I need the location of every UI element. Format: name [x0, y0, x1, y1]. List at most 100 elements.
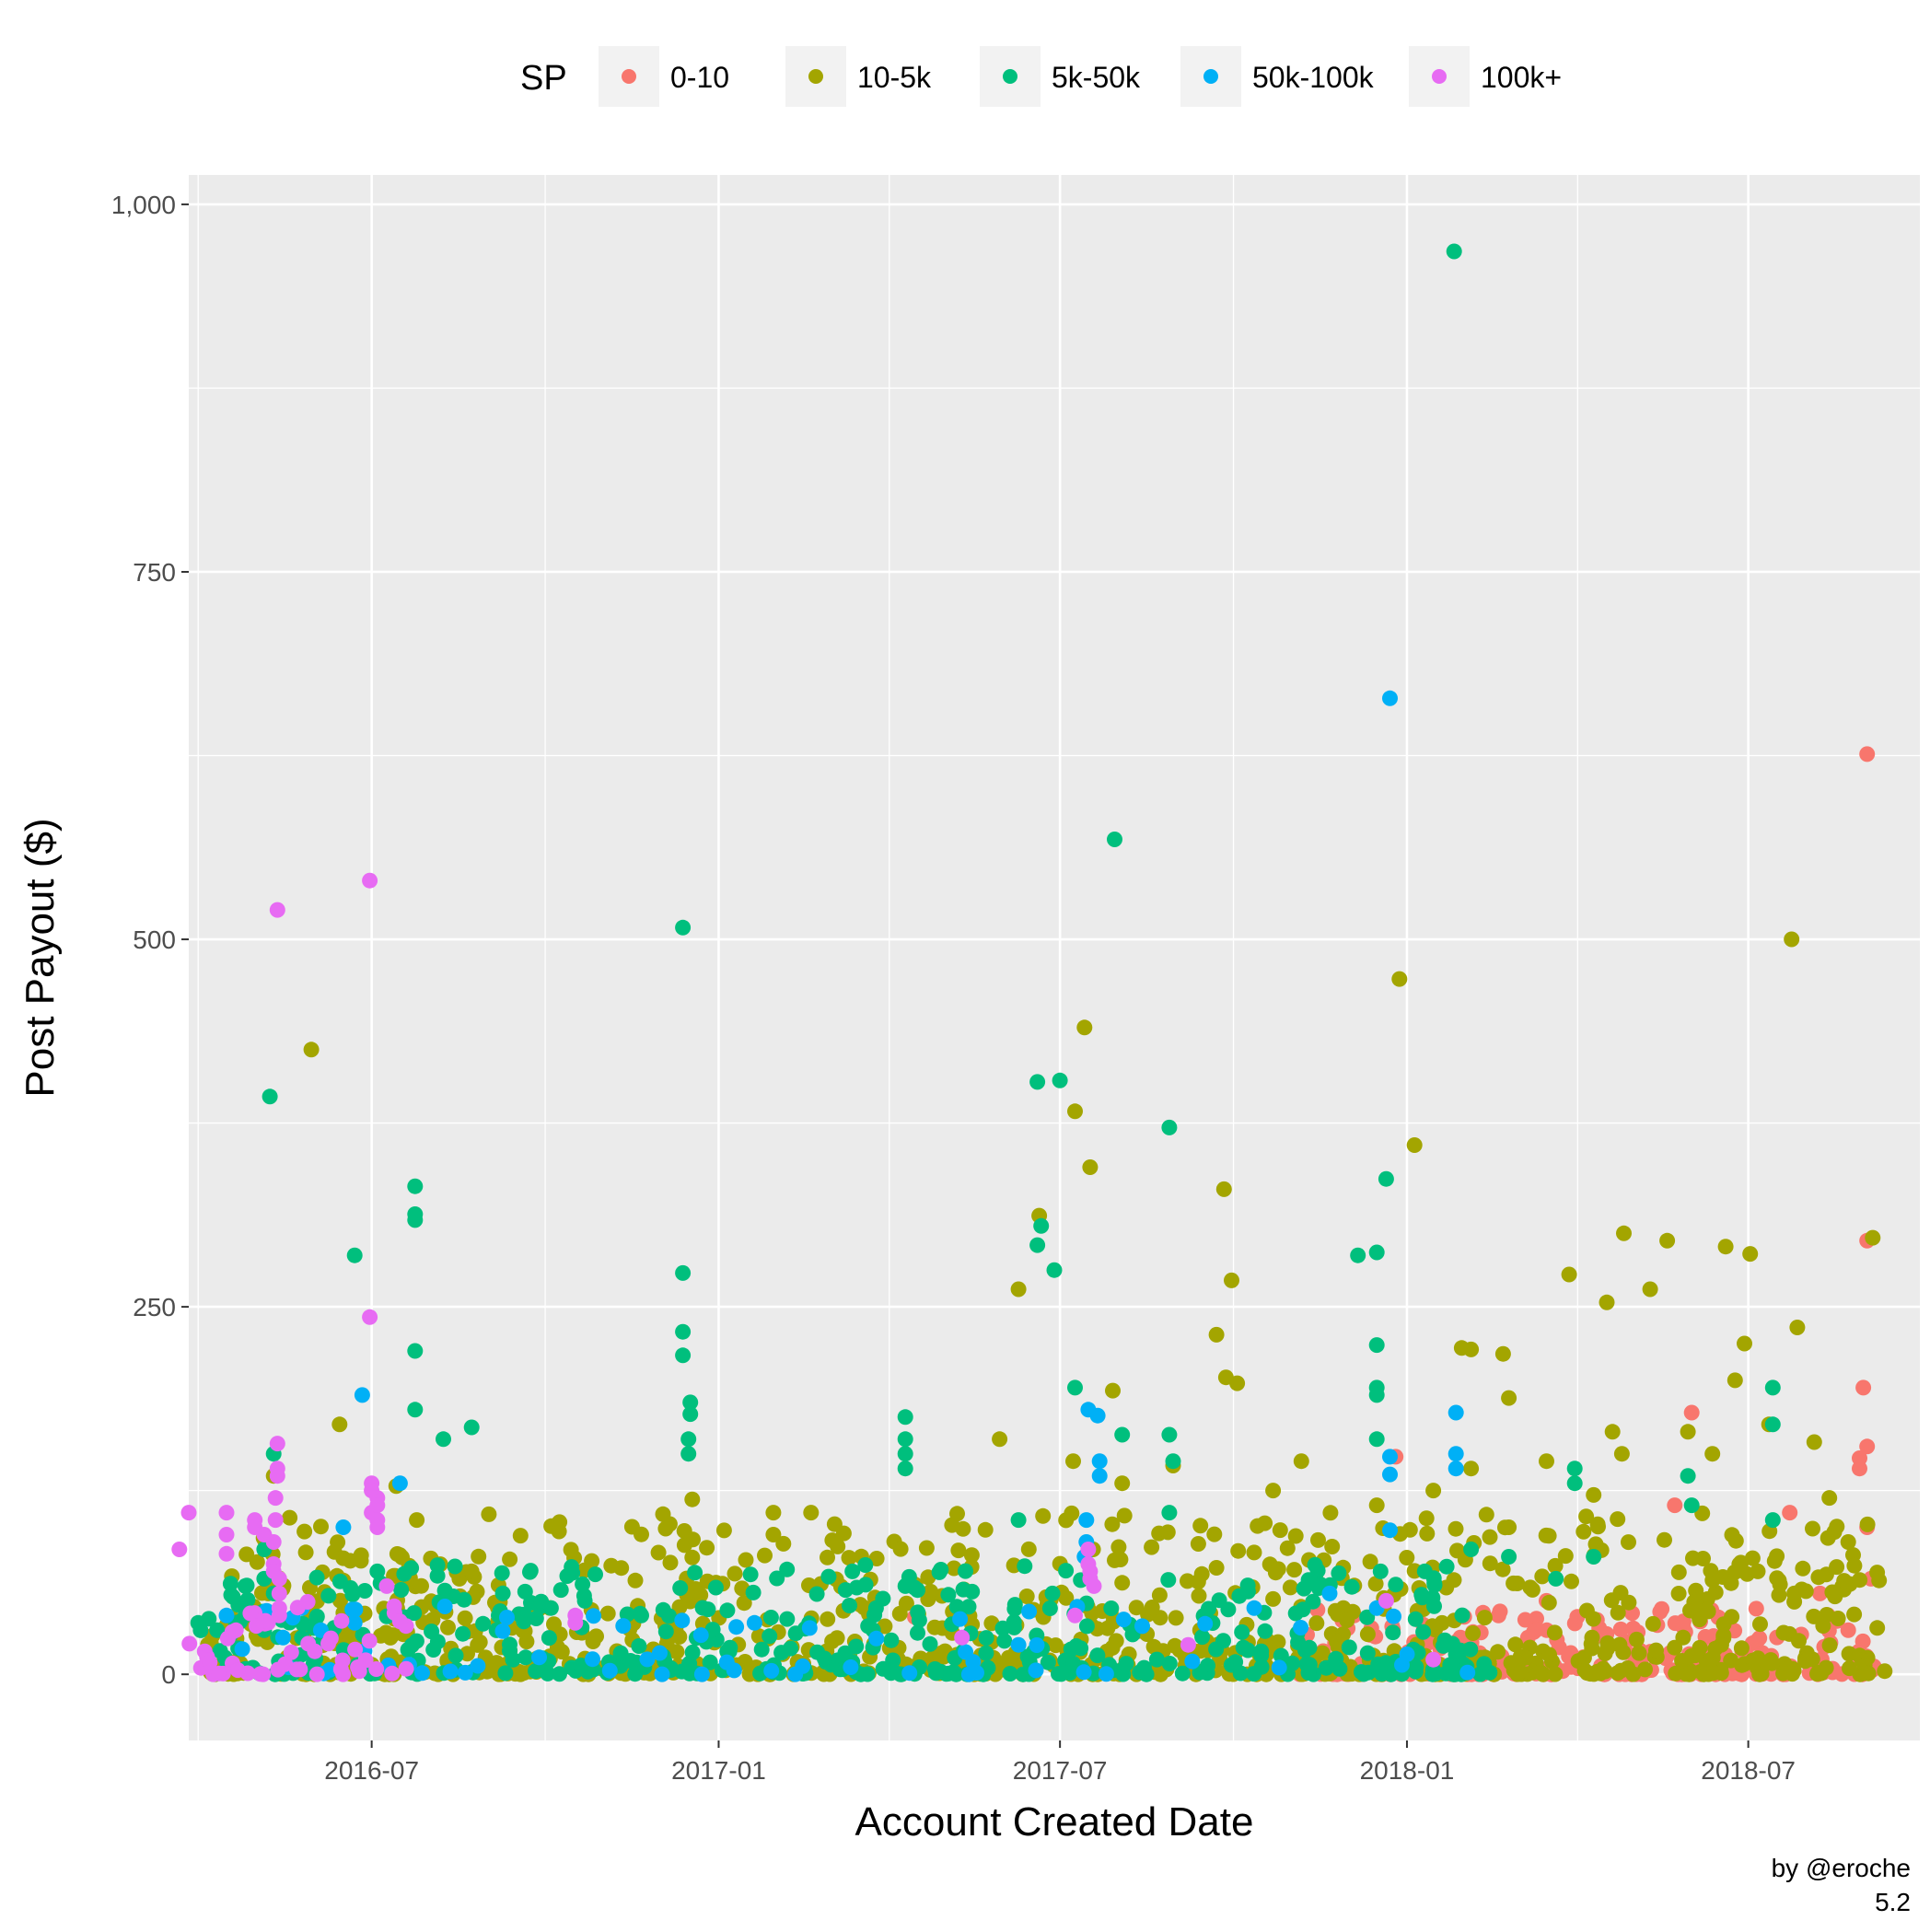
- x-tick-label: 2018-01: [1360, 1756, 1455, 1785]
- data-point: [1116, 1507, 1133, 1524]
- data-point: [409, 1512, 425, 1529]
- data-point: [958, 1563, 973, 1579]
- data-point: [1068, 1638, 1085, 1654]
- data-point: [354, 1387, 370, 1403]
- data-point: [407, 1178, 424, 1194]
- data-point: [1425, 1483, 1442, 1499]
- data-point: [1208, 1326, 1225, 1343]
- data-point: [699, 1540, 715, 1556]
- data-point: [1575, 1523, 1592, 1540]
- data-point: [719, 1643, 736, 1659]
- data-point: [1324, 1539, 1341, 1554]
- data-point: [350, 1659, 366, 1675]
- data-point: [801, 1620, 818, 1636]
- data-point: [1778, 1661, 1795, 1677]
- data-point: [1021, 1603, 1038, 1620]
- data-point: [528, 1611, 544, 1626]
- data-point: [1584, 1640, 1600, 1657]
- data-point: [1782, 1505, 1798, 1521]
- x-tick-label: 2017-07: [1013, 1756, 1108, 1785]
- data-point: [222, 1576, 238, 1592]
- data-point: [808, 1586, 825, 1602]
- data-point: [892, 1541, 909, 1557]
- data-point: [940, 1587, 957, 1603]
- data-point: [736, 1595, 752, 1612]
- data-point: [954, 1629, 971, 1646]
- data-point: [1091, 1453, 1108, 1470]
- data-point: [978, 1630, 994, 1647]
- data-point: [1541, 1594, 1557, 1611]
- data-point: [775, 1535, 792, 1552]
- data-point: [634, 1607, 649, 1624]
- data-point: [1694, 1505, 1711, 1521]
- data-point: [1453, 1340, 1470, 1356]
- data-point: [1857, 1665, 1874, 1682]
- data-point: [1029, 1237, 1046, 1253]
- data-point: [1273, 1647, 1289, 1664]
- data-point: [1604, 1424, 1621, 1440]
- data-point: [237, 1577, 253, 1594]
- data-point: [728, 1619, 745, 1635]
- data-point: [1368, 1431, 1385, 1448]
- data-point: [1742, 1246, 1759, 1263]
- data-point: [1683, 1497, 1700, 1514]
- data-point: [1103, 1600, 1120, 1616]
- data-point: [652, 1645, 668, 1661]
- data-point: [1797, 1653, 1813, 1670]
- data-point: [1307, 1556, 1323, 1573]
- data-point: [1267, 1565, 1284, 1581]
- data-point: [1350, 1247, 1366, 1263]
- data-point: [1463, 1542, 1480, 1557]
- data-point: [457, 1664, 473, 1681]
- data-point: [1724, 1527, 1740, 1543]
- data-point: [1010, 1281, 1027, 1298]
- data-point: [269, 902, 285, 918]
- data-point: [369, 1497, 386, 1514]
- data-point: [1688, 1582, 1704, 1599]
- data-point: [1020, 1541, 1037, 1557]
- data-point: [1168, 1610, 1184, 1626]
- data-point: [1846, 1606, 1863, 1623]
- data-point: [1517, 1612, 1533, 1628]
- data-point: [1692, 1663, 1709, 1680]
- data-point: [1140, 1606, 1157, 1623]
- data-point: [727, 1565, 743, 1582]
- data-point: [332, 1661, 349, 1678]
- data-point: [1308, 1615, 1325, 1632]
- data-point: [757, 1547, 773, 1564]
- data-point: [1293, 1620, 1309, 1635]
- data-point: [274, 1629, 291, 1646]
- data-point: [675, 1347, 692, 1364]
- data-point: [1184, 1653, 1201, 1670]
- data-point: [650, 1544, 667, 1561]
- data-point: [753, 1641, 770, 1658]
- data-point: [824, 1532, 841, 1549]
- data-point: [1746, 1654, 1762, 1670]
- data-point: [681, 1665, 698, 1682]
- data-point: [1750, 1563, 1766, 1579]
- data-point: [475, 1615, 492, 1632]
- data-point: [1852, 1572, 1868, 1589]
- data-point: [394, 1549, 410, 1565]
- data-point: [1246, 1666, 1262, 1682]
- data-point: [1561, 1266, 1577, 1283]
- data-point: [1180, 1636, 1196, 1653]
- data-point: [494, 1585, 511, 1601]
- data-point: [1744, 1550, 1761, 1566]
- data-point: [567, 1614, 584, 1631]
- data-point: [1372, 1563, 1389, 1579]
- data-point: [684, 1644, 701, 1660]
- data-point: [684, 1491, 701, 1507]
- legend-swatch: [1003, 69, 1017, 84]
- data-point: [1105, 1382, 1121, 1399]
- data-point: [1257, 1623, 1273, 1639]
- data-point: [1058, 1512, 1075, 1529]
- data-point: [1657, 1531, 1672, 1548]
- data-point: [1733, 1562, 1750, 1578]
- data-point: [320, 1588, 337, 1604]
- data-point: [369, 1563, 386, 1579]
- data-point: [1859, 746, 1876, 762]
- data-point: [787, 1625, 804, 1642]
- data-point: [639, 1651, 656, 1668]
- data-point: [1852, 1461, 1867, 1477]
